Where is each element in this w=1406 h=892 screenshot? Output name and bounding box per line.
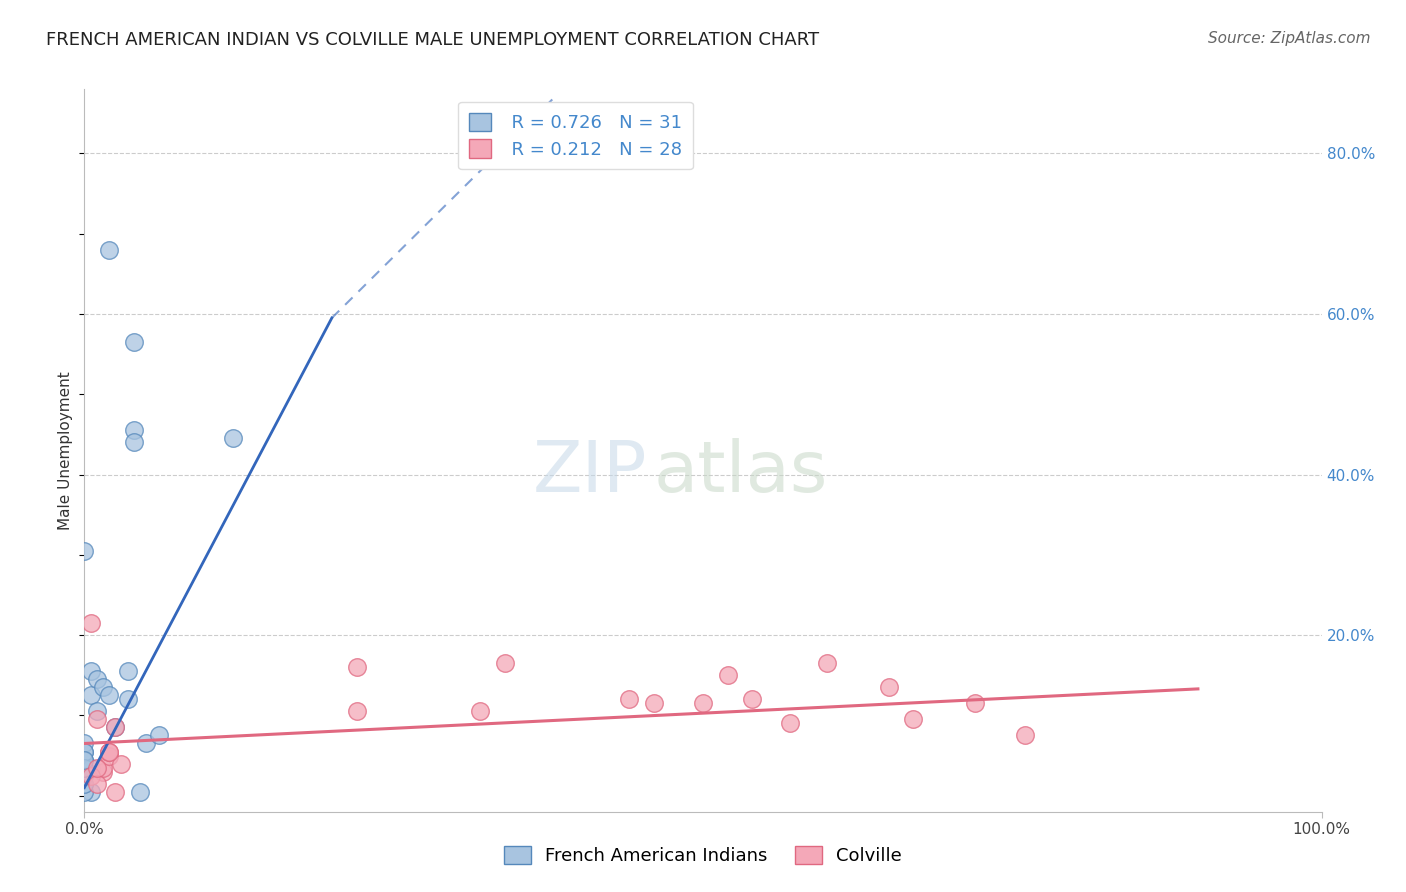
Text: ZIP: ZIP [533,438,647,507]
Point [815,657,838,671]
Text: FRENCH AMERICAN INDIAN VS COLVILLE MALE UNEMPLOYMENT CORRELATION CHART: FRENCH AMERICAN INDIAN VS COLVILLE MALE … [46,31,820,49]
Point [79,769,101,783]
Legend:   R = 0.726   N = 31,   R = 0.212   N = 28: R = 0.726 N = 31, R = 0.212 N = 28 [458,102,693,169]
Point [104,785,127,799]
Point [110,756,132,771]
Point [79,664,101,678]
Point [346,705,368,719]
Point [73,760,96,774]
Point [965,696,987,710]
Point [98,744,121,758]
Point [741,692,763,706]
Point [91,760,114,774]
Point [117,692,139,706]
Point [494,657,516,671]
Point [346,660,368,674]
Point [135,737,157,751]
Point [98,243,121,257]
Point [222,431,245,445]
Point [91,764,114,779]
Point [73,776,96,791]
Point [98,748,121,763]
Point [79,689,101,703]
Point [73,753,96,767]
Point [717,668,740,682]
Point [86,673,108,687]
Point [98,744,121,758]
Text: atlas: atlas [654,438,828,507]
Point [73,785,96,799]
Legend: French American Indians, Colville: French American Indians, Colville [495,837,911,874]
Point [86,705,108,719]
Point [91,680,114,694]
Point [73,744,96,758]
Point [86,712,108,726]
Point [73,543,96,558]
Point [104,721,127,735]
Point [73,776,96,791]
Point [104,721,127,735]
Point [122,423,145,437]
Point [1014,728,1036,742]
Point [79,615,101,630]
Point [779,716,801,731]
Point [86,776,108,791]
Point [643,696,665,710]
Point [73,737,96,751]
Point [73,769,96,783]
Point [148,728,170,742]
Point [79,785,101,799]
Text: Source: ZipAtlas.com: Source: ZipAtlas.com [1208,31,1371,46]
Point [122,435,145,450]
Point [98,689,121,703]
Point [692,696,714,710]
Point [73,744,96,758]
Point [470,705,492,719]
Point [79,760,101,774]
Point [86,760,108,774]
Point [73,753,96,767]
Point [903,712,925,726]
Point [129,785,152,799]
Y-axis label: Male Unemployment: Male Unemployment [58,371,73,530]
Point [117,664,139,678]
Point [877,680,900,694]
Point [617,692,640,706]
Point [73,769,96,783]
Point [122,334,145,349]
